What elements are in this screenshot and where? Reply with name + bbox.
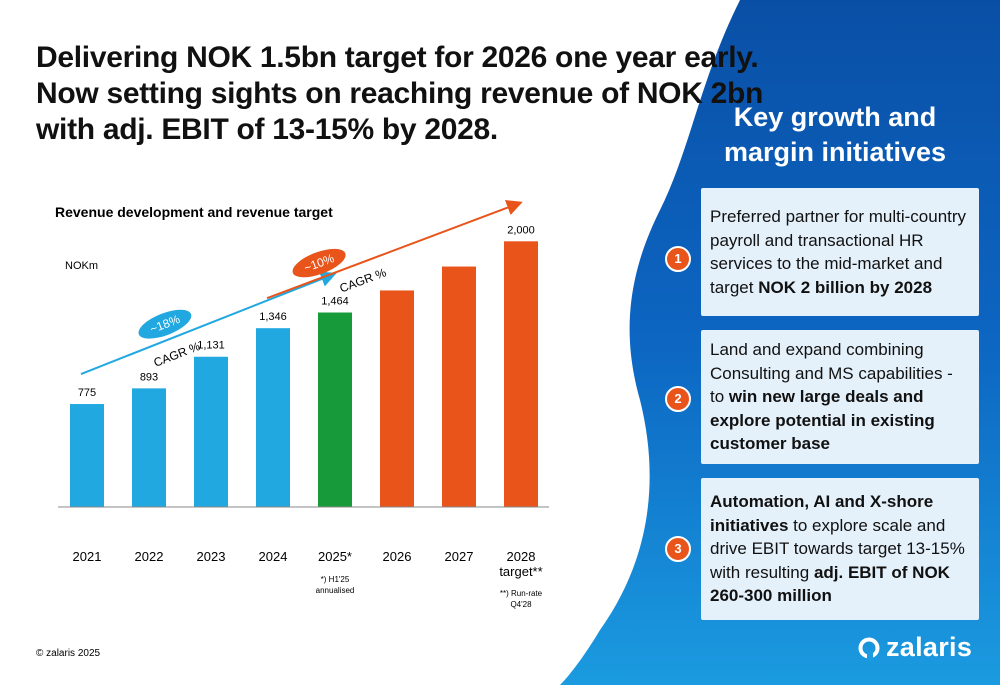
initiative-text-part: Land and expand combining Consulting and…: [710, 340, 953, 407]
unit-label: NOKm: [65, 260, 98, 272]
footnote-line: *) H1'25: [320, 575, 350, 584]
bar-2022: [132, 388, 166, 507]
initiative-text: Land and expand combining Consulting and…: [710, 338, 971, 456]
initiative-number-badge: 2: [665, 386, 691, 412]
x-tick-label: 2026: [383, 549, 412, 564]
cagr-bubble-shape: [138, 309, 192, 339]
x-tick-label: 2022: [135, 549, 164, 564]
chart-footnote: *) H1'25 annualised: [295, 574, 375, 596]
initiative-number-badge: 3: [665, 536, 691, 562]
bar-2024: [256, 328, 290, 507]
x-tick-label: target**: [499, 564, 542, 579]
panel-title-line: Key growth and: [733, 102, 937, 132]
cagr-bubble-shape: [292, 248, 346, 278]
initiative-card: Automation, AI and X-shore initiatives t…: [701, 478, 979, 620]
cagr-bubble: ~18%: [138, 309, 192, 339]
logo-text: zalaris: [886, 632, 973, 662]
bar-2025: [318, 312, 352, 507]
headline: Delivering NOK 1.5bn target for 2026 one…: [36, 40, 764, 148]
x-tick-label: 2025*: [318, 549, 352, 564]
data-label: 775: [78, 387, 96, 399]
chart-footnote: **) Run-rate Q4'28: [481, 588, 561, 610]
headline-line: with adj. EBIT of 13-15% by 2028.: [36, 113, 498, 146]
cagr-arrow: [80, 271, 337, 375]
bar-2028: [504, 241, 538, 508]
initiative-text: Preferred partner for multi-country payr…: [710, 205, 971, 299]
footnote-line: Q4'28: [510, 600, 532, 609]
initiative-number-badge: 1: [665, 246, 691, 272]
initiative-card: Land and expand combining Consulting and…: [701, 330, 979, 464]
footnote-line: **) Run-rate: [499, 589, 543, 598]
initiative-text-part: Preferred partner for multi-country payr…: [710, 207, 967, 297]
data-label: 1,464: [321, 296, 349, 308]
initiative-text-bold: NOK 2 billion by 2028: [758, 277, 933, 297]
x-tick-label: 2023: [197, 549, 226, 564]
bar-2021: [70, 404, 104, 507]
initiative-text-part: to explore scale and drive EBIT towards …: [710, 515, 965, 582]
footnote-line: annualised: [315, 586, 355, 595]
copyright: © zalaris 2025: [36, 648, 101, 659]
headline-line: Now setting sights on reaching revenue o…: [36, 77, 764, 110]
initiative-text: Automation, AI and X-shore initiatives t…: [710, 490, 971, 608]
x-tick-label: 2028: [507, 549, 536, 564]
initiative-text-bold: Automation, AI and X-shore initiatives: [710, 492, 934, 535]
bar-2023: [194, 356, 228, 507]
initiative-text-bold: adj. EBIT of NOK 260-300 million: [710, 562, 950, 606]
data-label: 1,131: [197, 340, 225, 352]
bar-2027: [442, 266, 476, 507]
zalaris-logo-icon: [858, 637, 880, 661]
initiative-text-bold: win new large deals and explore potentia…: [710, 387, 935, 454]
x-tick-label: 2021: [73, 549, 102, 564]
bar-2026: [380, 290, 414, 507]
revenue-chart: 775 2021 893 2022 1,131 2023 1,346 2024 1,464 202…: [58, 200, 549, 579]
data-label: 1,346: [259, 311, 287, 323]
x-tick-label: 2027: [445, 549, 474, 564]
data-label: 893: [140, 371, 158, 383]
headline-line: Delivering NOK 1.5bn target for 2026 one…: [36, 41, 759, 74]
data-label: 2,000: [507, 224, 535, 236]
panel-title: Key growth and margin initiatives: [700, 100, 970, 170]
x-tick-label: 2024: [259, 549, 288, 564]
initiative-card: Preferred partner for multi-country payr…: [701, 188, 979, 316]
cagr-arrow: [266, 200, 523, 300]
panel-title-line: margin initiatives: [723, 137, 947, 167]
cagr-bubble: ~10%: [292, 248, 346, 278]
zalaris-logo: zalaris: [858, 632, 972, 663]
chart-title: Revenue development and revenue target: [55, 204, 333, 220]
